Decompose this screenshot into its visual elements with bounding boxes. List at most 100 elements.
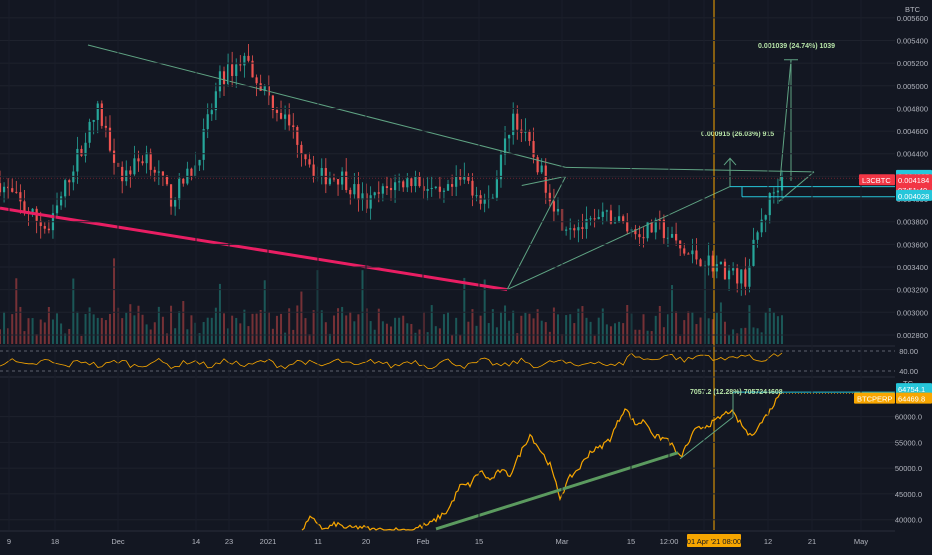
volume-bar — [618, 321, 621, 344]
candle-body — [377, 192, 380, 194]
volume-bar — [520, 315, 523, 344]
candle-body — [426, 188, 429, 191]
volume-bar — [442, 314, 445, 344]
volume-bar — [654, 315, 657, 344]
candle-body — [406, 178, 409, 188]
volume-bar — [182, 301, 185, 344]
volume-bar — [508, 320, 511, 344]
volume-bar — [353, 321, 356, 344]
candle-body — [349, 189, 352, 195]
candle-body — [573, 228, 576, 231]
rsi-tick-label: 40.00 — [899, 367, 918, 376]
price-tags: 0.0042050.004184L3CBTC07:51:400.00402864… — [854, 169, 932, 404]
volume-bar — [100, 317, 103, 344]
volume-bar — [304, 318, 307, 344]
candle-body — [740, 269, 743, 284]
btc-tick-label: 45000.0 — [895, 490, 922, 499]
candle-body — [218, 71, 222, 92]
candle-body — [231, 64, 234, 76]
volume-bar — [658, 305, 661, 344]
volume-bar — [585, 317, 588, 344]
candle-body — [736, 268, 739, 284]
candle-body — [381, 186, 384, 194]
volume-bar — [581, 306, 584, 344]
candle-body — [226, 64, 230, 84]
candle-body — [296, 126, 299, 145]
volume-bar — [695, 324, 698, 344]
volume-bar — [552, 307, 555, 344]
candle-body — [646, 222, 649, 239]
volume-bar — [776, 316, 779, 344]
volume-bar — [406, 323, 409, 344]
candle-body — [499, 154, 503, 180]
volume-bar — [601, 308, 604, 344]
candle-body — [39, 220, 42, 227]
volume-bar — [728, 334, 731, 344]
volume-bar — [573, 323, 576, 344]
time-label: 15 — [627, 537, 635, 546]
volume-bar — [68, 328, 71, 344]
volume-bar — [781, 315, 783, 344]
candle-body — [141, 161, 144, 164]
btc-tag-1-label-bg — [854, 392, 895, 404]
btc-tag-0-value: 64754.1 — [898, 385, 925, 394]
volume-bar — [577, 308, 580, 344]
candle-body — [495, 179, 498, 198]
volume-bar — [662, 327, 665, 344]
candle-body — [528, 131, 531, 142]
btcperp-pane: 60000.0 55000.0 50000.0 45000.0 40000.0 7057.… — [0, 379, 922, 531]
candle-body — [654, 219, 657, 233]
time-label: Mar — [556, 537, 569, 546]
volume-bar — [418, 329, 421, 344]
volume-bar — [227, 328, 230, 344]
volume-bar — [231, 315, 234, 344]
volume-bar — [707, 318, 710, 344]
candle-body — [662, 219, 665, 239]
candle-body — [675, 233, 678, 241]
trendline-rising-wedge-lower — [506, 176, 567, 290]
trendline-descending-resistance — [87, 44, 566, 168]
candle-body — [365, 193, 368, 209]
volume-bar — [666, 314, 669, 344]
candle-body — [59, 196, 63, 206]
time-label: 9 — [7, 537, 11, 546]
btc-tag-0-value-bg — [896, 383, 932, 395]
volume-bar — [243, 309, 246, 344]
candle-body — [450, 184, 454, 187]
volume-bar — [345, 315, 348, 344]
volume-bar — [732, 329, 735, 344]
volume-bar — [202, 322, 205, 344]
candle-body — [210, 110, 213, 115]
candle-body — [768, 193, 771, 216]
volume-bar — [687, 311, 690, 344]
candle-body — [31, 208, 34, 214]
candle-body — [80, 148, 83, 156]
price-tick-label: 0.003000 — [897, 308, 928, 317]
candle-body — [153, 169, 156, 173]
candle-body — [275, 110, 279, 113]
volume-bar — [337, 308, 340, 344]
volume-bar — [72, 278, 75, 344]
candle-body — [157, 171, 160, 173]
candle-body — [711, 255, 714, 272]
candle-body — [699, 259, 702, 267]
candle-body — [271, 95, 274, 111]
candlesticks — [0, 43, 784, 296]
volume-bar — [381, 321, 384, 344]
volume-bar — [223, 313, 226, 344]
volume-bar — [104, 320, 107, 344]
candle-body — [516, 113, 519, 130]
volume-bar — [296, 305, 299, 344]
volume-bar — [394, 317, 397, 344]
candle-body — [634, 229, 637, 235]
candle-body — [235, 64, 238, 76]
volume-bar — [756, 328, 759, 344]
candle-body — [605, 210, 608, 212]
volume-bar — [544, 322, 547, 344]
volume-bar — [622, 323, 625, 344]
candle-body — [666, 237, 670, 239]
volume-bar — [723, 321, 726, 344]
candle-body — [748, 265, 751, 287]
